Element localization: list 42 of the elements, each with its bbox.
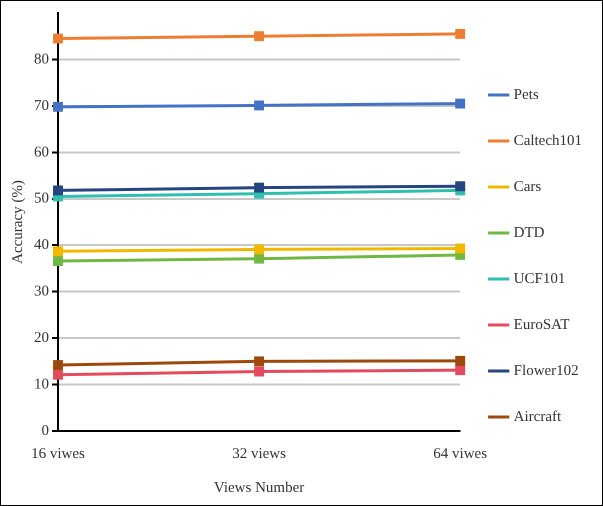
point: [254, 31, 264, 42]
point: [254, 254, 264, 264]
y-tick-label: 10: [34, 376, 49, 392]
point: [53, 370, 63, 380]
point: [53, 34, 63, 44]
x-tick-label: 64 viwes: [433, 446, 488, 462]
y-tick-label: 20: [34, 330, 49, 346]
point: [455, 98, 466, 109]
legend-label: EuroSAT: [514, 316, 570, 333]
point: [53, 246, 63, 256]
y-tick-label: 40: [34, 237, 49, 254]
point: [53, 360, 63, 370]
legend-label: Aircraft: [514, 408, 562, 425]
point: [254, 182, 264, 193]
legend-label: Cars: [514, 178, 542, 195]
x-axis-title: Views Number: [214, 480, 304, 496]
point: [455, 244, 466, 254]
y-tick-label: 60: [34, 144, 49, 160]
y-axis-title: Accuracy (%): [10, 180, 26, 264]
y-tick-label: 0: [42, 422, 49, 439]
legend-label: DTD: [514, 224, 545, 241]
y-tick-label: 30: [34, 284, 49, 300]
legend-label: Caltech101: [514, 132, 582, 149]
point: [455, 181, 466, 192]
legend-label: Flower102: [514, 362, 579, 379]
legend-label: UCF101: [514, 270, 566, 287]
point: [254, 366, 264, 376]
point: [254, 100, 264, 110]
point: [53, 102, 63, 112]
x-tick-label: 32 views: [232, 446, 286, 462]
x-tick-label: 16 viwes: [31, 446, 86, 462]
point: [53, 256, 63, 266]
point: [53, 185, 63, 196]
point: [455, 28, 466, 39]
y-tick-label: 70: [34, 98, 49, 114]
point: [455, 365, 466, 376]
point: [254, 244, 264, 254]
point: [254, 356, 264, 366]
legend-label: Pets: [514, 86, 539, 103]
y-tick-label: 50: [34, 190, 49, 207]
point: [455, 356, 466, 366]
y-tick-label: 80: [34, 51, 49, 68]
